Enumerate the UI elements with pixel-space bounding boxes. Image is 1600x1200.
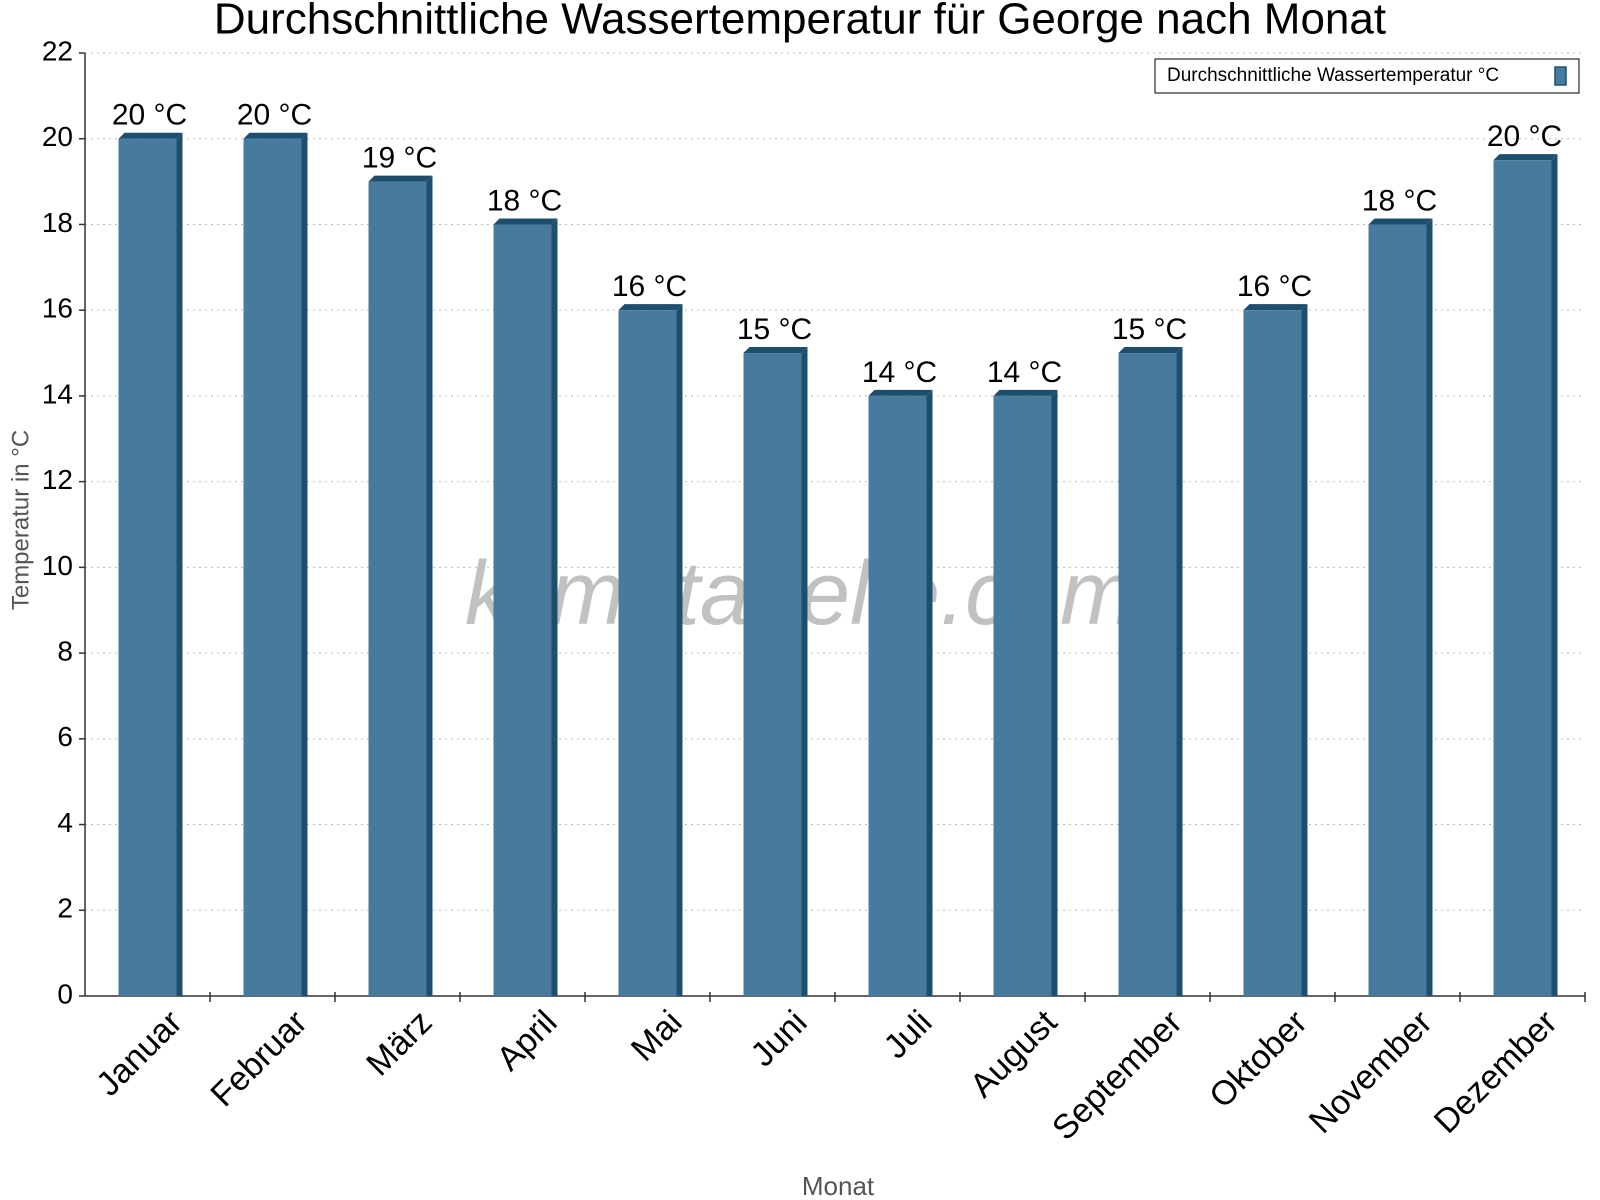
bar-side xyxy=(551,218,558,997)
y-tick-label: 10 xyxy=(42,550,73,581)
legend-label: Durchschnittliche Wassertemperatur °C xyxy=(1167,65,1499,86)
bar-top xyxy=(118,132,183,139)
bar-side xyxy=(926,389,933,997)
bar xyxy=(993,395,1052,997)
bar-top xyxy=(1243,304,1308,311)
x-axis-label: Monat xyxy=(802,1171,875,1200)
bar-side xyxy=(801,347,808,997)
bar-top xyxy=(368,175,433,182)
y-tick-label: 2 xyxy=(57,893,73,924)
y-tick-label: 8 xyxy=(57,635,73,666)
y-tick-label: 12 xyxy=(42,464,73,495)
bar-top xyxy=(1118,347,1183,354)
bar xyxy=(1493,160,1552,997)
bar-side xyxy=(1426,218,1433,997)
chart-title: Durchschnittliche Wassertemperatur für G… xyxy=(214,0,1386,44)
y-tick-label: 0 xyxy=(57,978,73,1009)
bar-side xyxy=(1051,389,1058,997)
bar xyxy=(368,181,427,996)
data-label: 18 °C xyxy=(487,184,562,217)
bar-side xyxy=(176,132,183,996)
y-tick-label: 20 xyxy=(42,121,73,152)
data-label: 14 °C xyxy=(862,356,937,389)
data-label: 19 °C xyxy=(362,142,437,175)
bar-top xyxy=(618,304,683,311)
bar xyxy=(618,310,677,996)
legend-box xyxy=(1154,58,1580,94)
bar-side xyxy=(426,175,433,996)
bar-top xyxy=(493,218,558,225)
y-tick-label: 14 xyxy=(42,378,73,409)
bar xyxy=(493,224,552,997)
data-label: 15 °C xyxy=(1112,313,1187,346)
y-tick-label: 22 xyxy=(42,35,73,66)
data-label: 20 °C xyxy=(237,99,312,132)
data-label: 18 °C xyxy=(1362,184,1437,217)
bar xyxy=(1243,310,1302,996)
bar-side xyxy=(676,304,683,996)
data-label: 20 °C xyxy=(1487,120,1562,153)
bar-top xyxy=(868,389,933,396)
bar-top xyxy=(993,389,1058,396)
data-label: 20 °C xyxy=(112,99,187,132)
y-axis-label: Temperatur in °C xyxy=(7,430,34,610)
data-label: 15 °C xyxy=(737,313,812,346)
bar xyxy=(868,395,927,997)
bar xyxy=(243,138,302,996)
y-tick-label: 6 xyxy=(57,721,73,752)
bar-side xyxy=(1176,347,1183,997)
bar xyxy=(1118,353,1177,997)
legend-swatch xyxy=(1554,66,1567,86)
data-label: 16 °C xyxy=(612,270,687,303)
bar-top xyxy=(1493,154,1558,161)
bar-top xyxy=(243,132,308,139)
bar-top xyxy=(743,347,808,354)
y-tick-label: 16 xyxy=(42,293,73,324)
bar xyxy=(743,353,802,997)
bar xyxy=(118,138,177,996)
bar-top xyxy=(1368,218,1433,225)
bar-side xyxy=(1551,154,1558,997)
bar xyxy=(1368,224,1427,997)
bar-side xyxy=(1301,304,1308,996)
data-label: 14 °C xyxy=(987,356,1062,389)
y-tick-label: 4 xyxy=(57,807,73,838)
data-label: 16 °C xyxy=(1237,270,1312,303)
y-tick-label: 18 xyxy=(42,207,73,238)
bar-side xyxy=(301,132,308,996)
